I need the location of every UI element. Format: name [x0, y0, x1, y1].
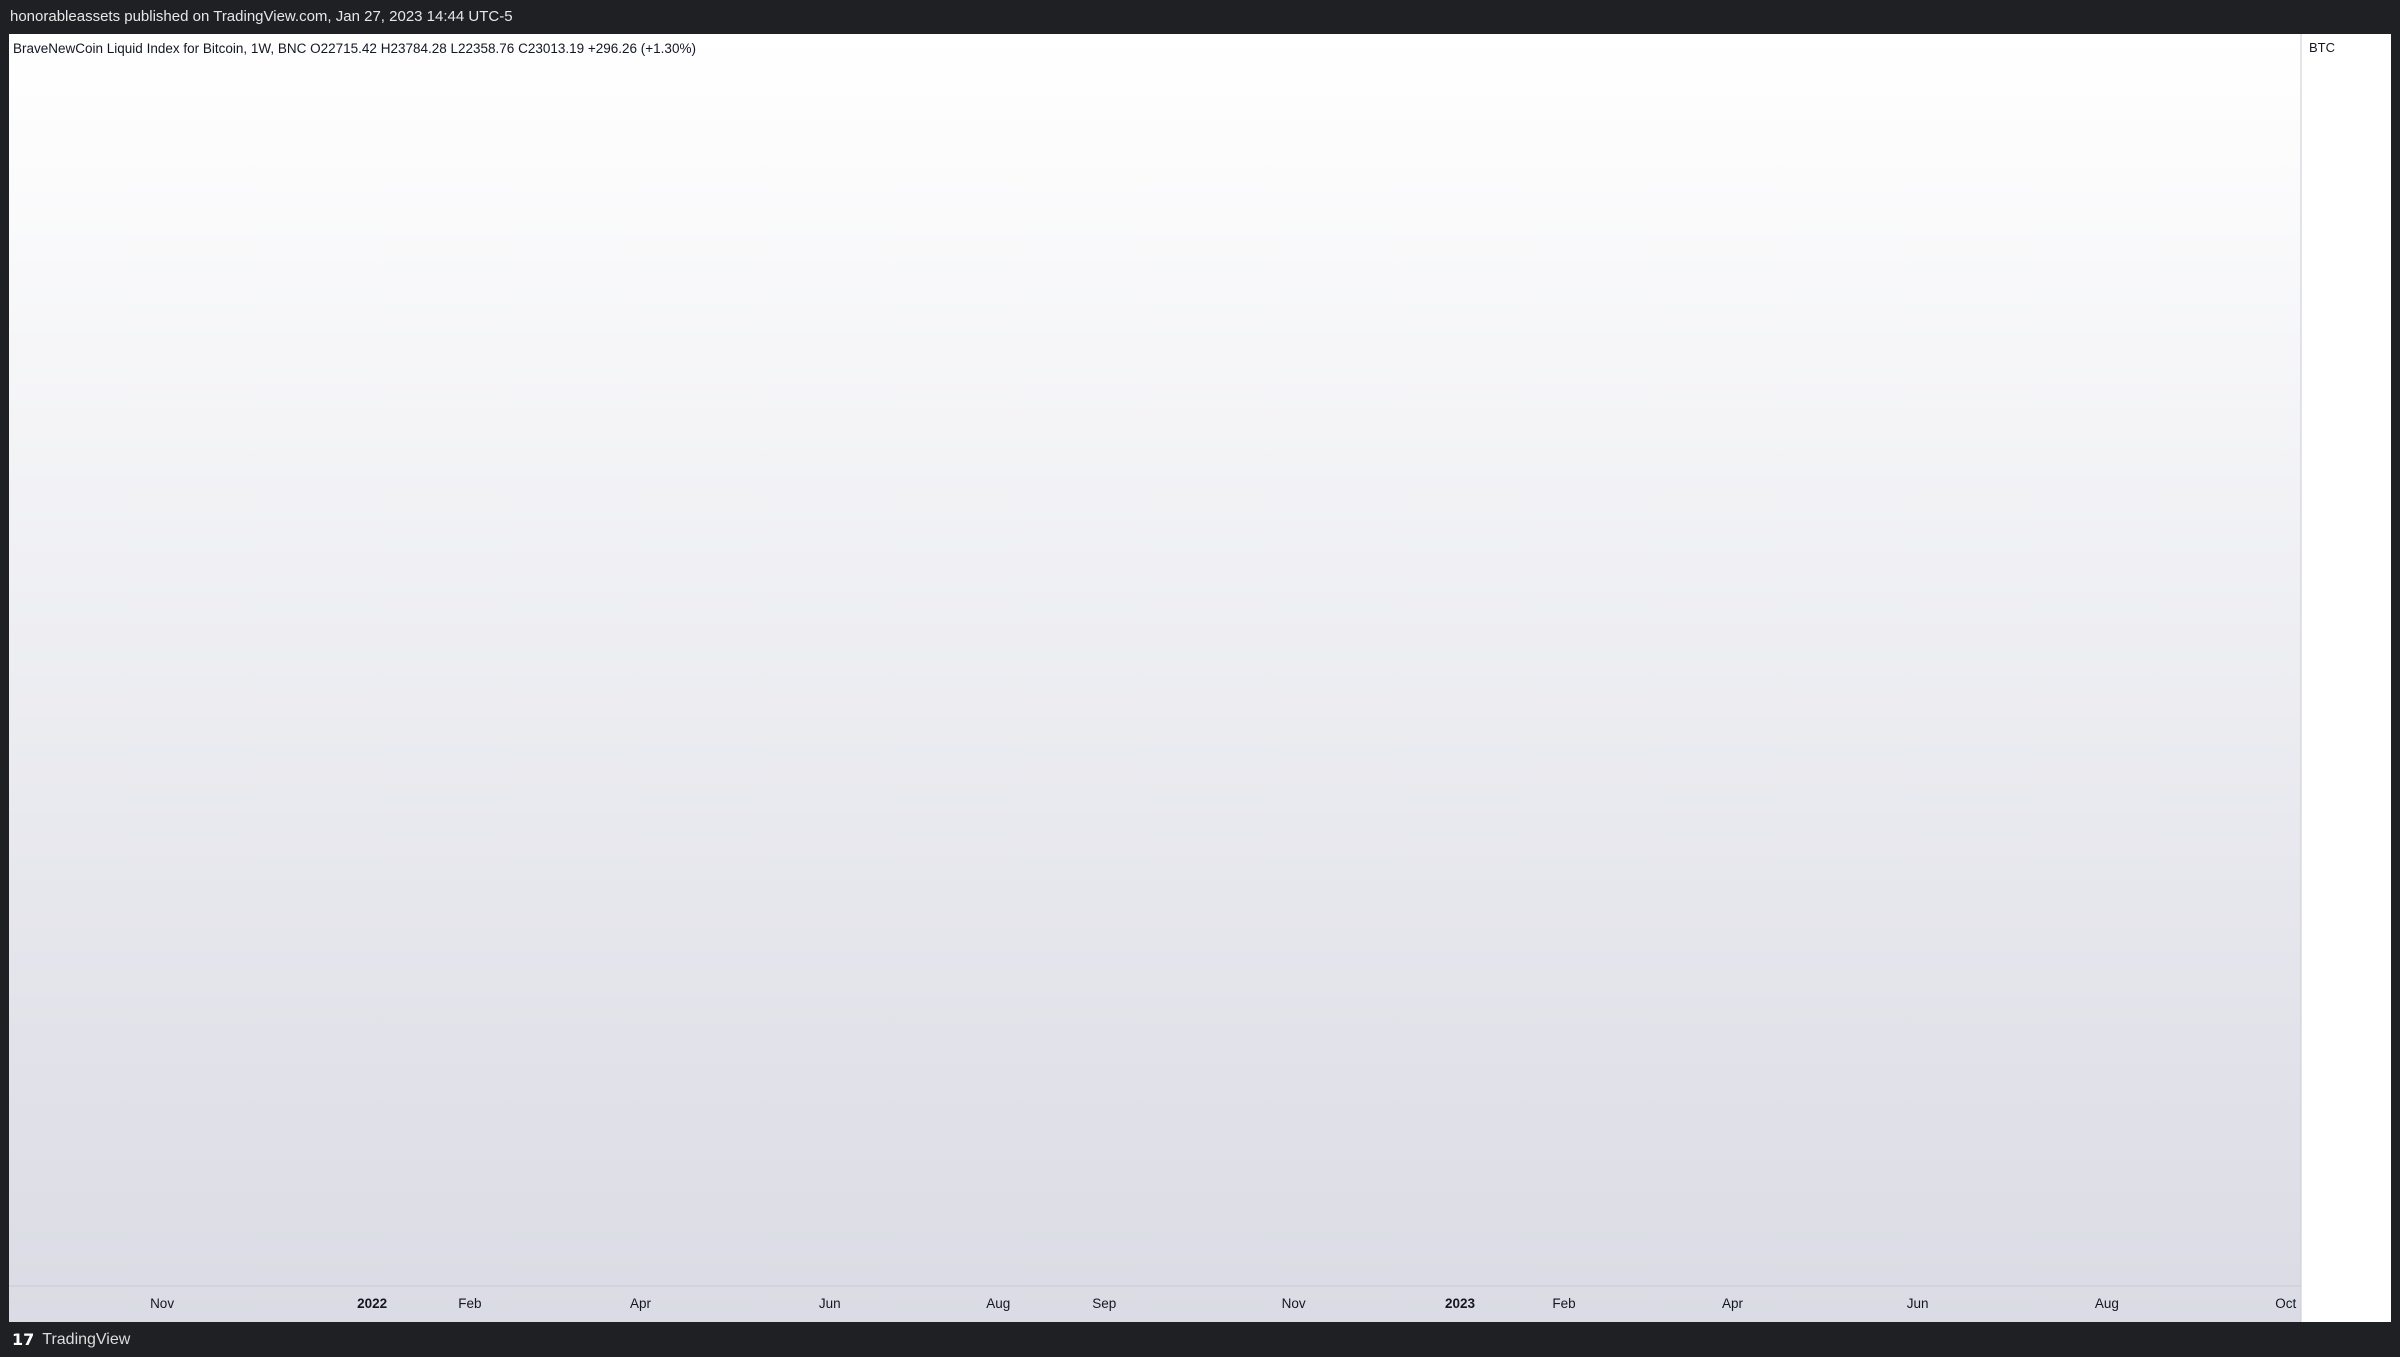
tradingview-brand: TradingView — [42, 1330, 131, 1348]
currency-label: BTC — [2309, 40, 2335, 55]
price-chart[interactable]: 100.00%88.60%78.60%70.60%65.00%61.80%50.… — [9, 34, 2391, 1322]
x-tick-label: Oct — [2275, 1296, 2296, 1311]
x-tick-label: Aug — [986, 1296, 1010, 1311]
chart-frame: 100.00%88.60%78.60%70.60%65.00%61.80%50.… — [9, 34, 2391, 1322]
symbol-legend: BraveNewCoin Liquid Index for Bitcoin, 1… — [13, 41, 696, 56]
x-tick-label: 2023 — [1445, 1296, 1476, 1311]
published-text: honorableassets published on TradingView… — [10, 8, 513, 25]
tradingview-logo-icon: 17 — [12, 1330, 35, 1349]
x-tick-label: Aug — [2095, 1296, 2119, 1311]
x-tick-label: 2022 — [357, 1296, 387, 1311]
x-tick-label: Nov — [150, 1296, 174, 1311]
x-tick-label: Nov — [1282, 1296, 1306, 1311]
footer-bar: 17 TradingView — [0, 1322, 2400, 1357]
x-tick-label: Feb — [1552, 1296, 1575, 1311]
x-tick-label: Sep — [1092, 1296, 1116, 1311]
x-tick-label: Feb — [458, 1296, 481, 1311]
x-tick-label: Jun — [1907, 1296, 1929, 1311]
publish-info-bar: honorableassets published on TradingView… — [0, 0, 2400, 34]
x-tick-label: Jun — [819, 1296, 841, 1311]
x-tick-label: Apr — [630, 1296, 652, 1311]
tradingview-logo[interactable]: 17 TradingView — [12, 1330, 130, 1349]
x-tick-label: Apr — [1722, 1296, 1744, 1311]
